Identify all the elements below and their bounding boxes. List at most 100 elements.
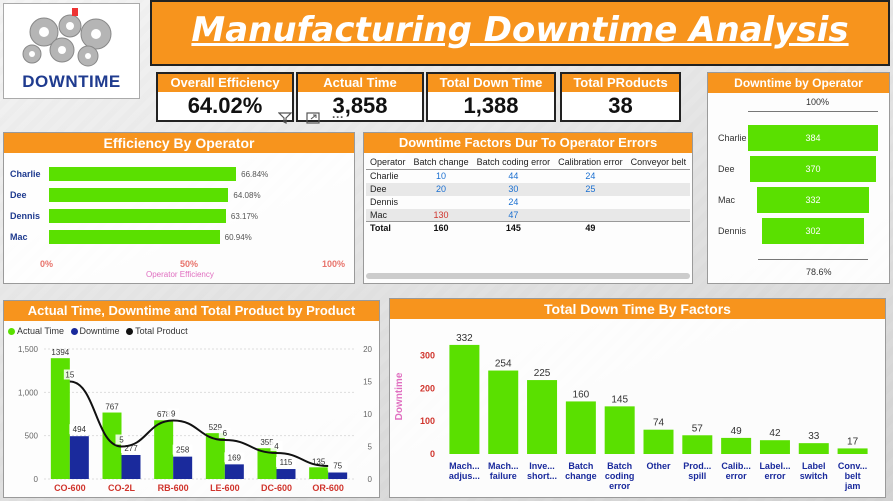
actual-time-bar[interactable] (50, 358, 70, 479)
actual-time-bar[interactable] (309, 467, 329, 479)
y2-tick-label: 10 (363, 410, 372, 419)
downtime-bar[interactable] (328, 472, 348, 480)
factor-bar[interactable] (643, 429, 674, 454)
total-product-line[interactable] (69, 380, 329, 467)
downtime-bar[interactable] (224, 464, 244, 479)
factor-bar[interactable] (565, 401, 596, 454)
y-tick-label: 200 (420, 383, 435, 393)
factor-value-label: 145 (611, 394, 628, 405)
x-tick-label: Conv... (838, 461, 867, 471)
factor-value-label: 74 (653, 418, 665, 429)
y-tick-label: 0 (34, 475, 39, 484)
table-cell: Dennis (370, 197, 399, 207)
factor-bar[interactable] (798, 443, 829, 454)
kpi-label: Overall Efficiency (158, 74, 292, 92)
actual-time-bar[interactable] (257, 448, 277, 479)
x-tick-label: Label... (759, 461, 790, 471)
actual-time-bar[interactable] (205, 433, 225, 479)
table-cell (626, 208, 690, 222)
focus-mode-icon[interactable] (306, 112, 320, 127)
table-cell: 145 (472, 221, 555, 235)
efficiency-value: 60.94% (224, 233, 252, 242)
table-cell: 20 (409, 182, 473, 196)
label-bg (63, 369, 76, 380)
table-row: Dee 20 30 25 (366, 182, 690, 196)
table-header[interactable]: Calibration error (554, 155, 627, 170)
funnel-bar[interactable]: 384 (748, 125, 878, 151)
x-tick-label: Other (646, 461, 671, 471)
funnel-title: Downtime by Operator (708, 73, 889, 93)
efficiency-bar[interactable] (49, 230, 220, 244)
x-tick-label: Mach... (449, 461, 480, 471)
product-chart: 1,500 1,000 500 0 20 15 10 5 0 1394 494 CO-600 767 27… (18, 345, 373, 493)
actual-time-label: 767 (105, 403, 119, 412)
y-axis-title: Downtime (394, 372, 405, 420)
table-header[interactable]: Batch change (409, 155, 473, 170)
efficiency-bar[interactable] (49, 167, 237, 181)
filter-icon[interactable] (277, 112, 293, 127)
factor-bar[interactable] (682, 435, 713, 454)
table-cell (626, 182, 690, 196)
funnel-bar[interactable]: 302 (761, 218, 865, 244)
table-row: Dennis 24 (366, 196, 690, 209)
downtime-bar[interactable] (121, 454, 141, 479)
label-bg (224, 452, 245, 463)
more-options-icon[interactable]: ··· (332, 110, 344, 124)
x-tick-label: LE-600 (210, 483, 240, 493)
funnel-bottom-label: 78.6% (806, 267, 832, 277)
kpi-label: Total PRoducts (562, 74, 679, 92)
funnel-operator-label: Mac (718, 195, 736, 205)
factor-bar[interactable] (527, 380, 558, 454)
kpi-value: 3,858 (332, 93, 388, 118)
factor-bar[interactable] (449, 344, 480, 454)
table-header[interactable]: Operator (366, 155, 410, 170)
efficiency-bar[interactable] (49, 209, 226, 223)
horizontal-scrollbar[interactable] (366, 273, 690, 279)
label-bg (172, 444, 193, 455)
funnel-operator-label: Dennis (718, 226, 747, 236)
factor-value-label: 225 (534, 368, 551, 379)
x-tick-label: RB-600 (158, 483, 189, 493)
actual-time-label: 355 (260, 438, 274, 447)
downtime-bar[interactable] (173, 456, 193, 479)
factor-bar[interactable] (604, 406, 635, 454)
legend-marker (8, 328, 15, 336)
actual-time-bar[interactable] (154, 420, 174, 479)
kpi-label: Actual Time (298, 74, 422, 92)
funnel-bar[interactable]: 332 (756, 187, 870, 213)
downtime-bar[interactable] (69, 436, 89, 479)
table-cell: 130 (409, 208, 473, 222)
factor-bar[interactable] (721, 437, 752, 454)
downtime-label: 115 (280, 458, 293, 467)
funnel-top-label: 100% (806, 97, 830, 107)
factor-value-label: 33 (808, 431, 820, 442)
y-tick-label: 1,500 (18, 345, 39, 354)
funnel-panel: Downtime by Operator 100% Charlie 384 Dee 3… (707, 72, 890, 284)
factor-bar[interactable] (488, 370, 519, 454)
factor-bar[interactable] (759, 440, 790, 454)
axis-tick: 0% (40, 259, 54, 269)
x-tick-label: Label (802, 461, 826, 471)
actual-time-label: 1394 (51, 348, 69, 357)
factor-bar[interactable] (837, 448, 868, 454)
x-tick-label: error (764, 471, 786, 481)
legend-marker (126, 328, 134, 336)
funnel-bar[interactable]: 370 (750, 156, 876, 182)
x-tick-label: OR-600 (312, 483, 344, 493)
factor-value-label: 17 (847, 436, 859, 447)
table-header[interactable]: Conveyor belt (626, 155, 690, 170)
label-bg (167, 408, 180, 419)
actual-time-bar[interactable] (102, 412, 122, 479)
factor-value-label: 57 (692, 423, 704, 434)
product-chart-panel: Actual Time, Downtime and Total Product … (3, 300, 380, 498)
table-cell: 49 (554, 221, 627, 235)
downtime-bar[interactable] (276, 469, 296, 479)
table-cell: Total (366, 221, 410, 235)
table-header[interactable]: Batch coding error (472, 155, 555, 170)
operator-label: Mac (10, 232, 28, 242)
table-cell: 44 (508, 171, 519, 182)
efficiency-bar[interactable] (49, 188, 229, 202)
x-tick-label: short... (527, 471, 557, 481)
factors-chart-panel: Total Down Time By Factors 300 200 100 0 Dow… (389, 298, 886, 498)
total-product-label: 9 (171, 410, 176, 419)
